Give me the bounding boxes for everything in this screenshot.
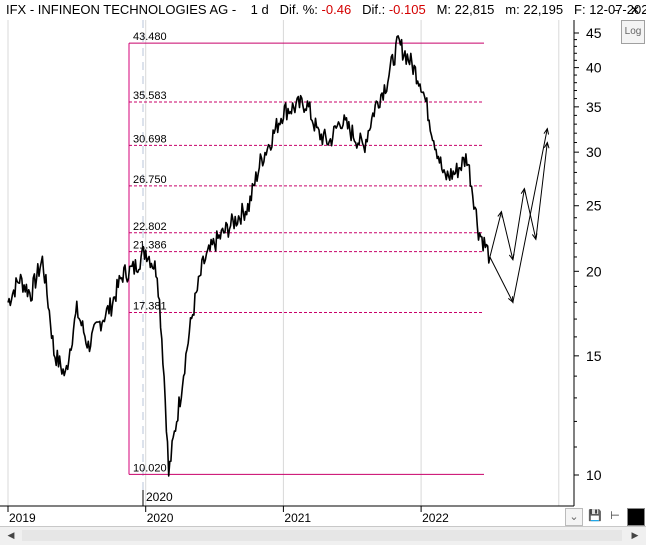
y-tick-label: 30 — [586, 144, 602, 160]
max-value: 22,815 — [454, 2, 495, 17]
log-scale-button[interactable]: Log — [621, 20, 645, 44]
fib-level-label: 43.480 — [133, 31, 167, 43]
projection-arrowhead — [543, 127, 550, 135]
color-swatch-icon[interactable] — [627, 508, 645, 526]
min-label: m: — [505, 2, 520, 17]
dif-label: Dif.: — [362, 2, 386, 17]
y-tick-label: 25 — [586, 198, 602, 214]
fib-level-label: 17.381 — [133, 301, 167, 313]
projection-arrowhead — [531, 233, 538, 241]
close-icon[interactable]: ✕ — [629, 3, 641, 17]
y-tick-label: 35 — [586, 99, 602, 115]
x-tick-label: 2019 — [9, 511, 36, 525]
y-tick-label: 40 — [586, 60, 602, 76]
date-label: F: — [574, 2, 586, 17]
y-tick-label: 15 — [586, 348, 602, 364]
projection-arrowhead — [497, 210, 503, 218]
minimize-icon[interactable]: – — [613, 3, 619, 17]
horizontal-scrollbar[interactable]: ◀ ▶ — [0, 526, 646, 545]
date-value: 12-07-2022 — [589, 2, 646, 17]
title-bar: IFX - INFINEON TECHNOLOGIES AG - 1 d Dif… — [0, 0, 646, 20]
scroll-right-icon[interactable]: ▶ — [631, 531, 639, 541]
fib-level-label: 22.802 — [133, 221, 167, 233]
price-chart[interactable]: 10 15 20 25 30 35 40 45 2019 2020 2021 2022 2020 43.4… — [0, 20, 646, 526]
window-title: IFX - INFINEON TECHNOLOGIES AG - 1 d Dif… — [6, 2, 646, 17]
price-series-line — [7, 35, 491, 477]
projection-arrowhead — [543, 141, 550, 149]
y-tick-label: 45 — [586, 25, 602, 41]
scroll-left-icon[interactable]: ◀ — [7, 531, 15, 541]
projection-arrowhead — [520, 187, 527, 195]
chevron-down-icon[interactable]: ⌄ — [565, 508, 583, 526]
y-tick-label: 20 — [586, 263, 602, 279]
projection-arrowhead — [508, 253, 515, 262]
max-label: M: — [436, 2, 452, 17]
y-tick-label: 10 — [586, 467, 602, 483]
x-tick-label: 2020 — [147, 511, 174, 525]
projection-arrowhead — [507, 296, 514, 304]
ticker-label: IFX - INFINEON TECHNOLOGIES AG - — [6, 2, 237, 17]
fib-level-label: 10.020 — [133, 462, 167, 474]
x-tick-label: 2021 — [284, 511, 311, 525]
date-marker-label: 2020 — [146, 490, 173, 504]
fib-level-label: 21.386 — [133, 240, 167, 252]
chart-tools: ⌄ 💾 ⊢ — [563, 506, 646, 526]
scroll-track[interactable] — [22, 530, 622, 541]
fib-level-label: 35.583 — [133, 90, 167, 102]
dif-pct-label: Dif. %: — [279, 2, 318, 17]
x-tick-label: 2022 — [422, 511, 449, 525]
projection-path — [489, 142, 548, 260]
dif-value: -0.105 — [388, 2, 426, 17]
min-value: 22,195 — [523, 2, 564, 17]
interval-label: 1 d — [250, 2, 269, 17]
dif-pct-value: -0.46 — [321, 2, 352, 17]
save-icon[interactable]: 💾 — [588, 509, 602, 522]
pin-icon[interactable]: ⊢ — [610, 509, 620, 522]
fib-level-label: 26.750 — [133, 174, 167, 186]
fib-level-label: 30.698 — [133, 133, 167, 145]
